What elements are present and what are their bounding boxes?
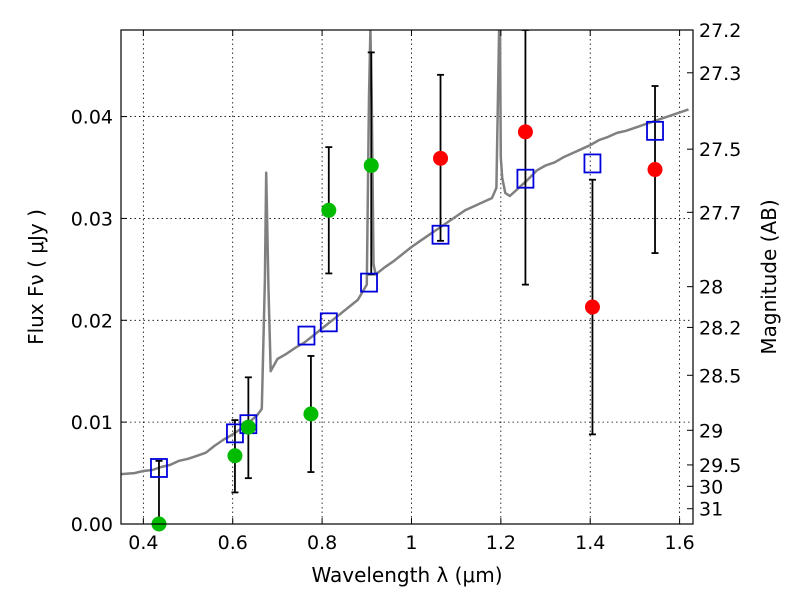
dropout-point bbox=[647, 162, 663, 178]
y-tick-label: 0.03 bbox=[71, 208, 113, 230]
detection-point bbox=[240, 419, 256, 435]
y2-tick-label: 31 bbox=[699, 499, 723, 521]
model-point bbox=[646, 120, 664, 141]
detection-point bbox=[363, 157, 379, 173]
x-tick-label: 1.6 bbox=[664, 532, 694, 554]
spectrum-layer bbox=[121, 30, 689, 476]
dropout-point bbox=[433, 150, 449, 166]
x-tick-label: 0.4 bbox=[128, 532, 158, 554]
dropout-point bbox=[584, 299, 600, 315]
y2-tick-label: 28.2 bbox=[699, 317, 741, 339]
y2-tick-label: 30 bbox=[699, 476, 723, 498]
x-axis-label: Wavelength λ (μm) bbox=[311, 563, 502, 587]
y2-tick-label: 29.5 bbox=[699, 455, 741, 477]
model-point bbox=[516, 168, 535, 189]
y2-tick-label: 27.3 bbox=[699, 63, 741, 85]
model-point bbox=[431, 224, 450, 245]
detection-point bbox=[321, 202, 337, 218]
y-axis-label: Flux Fν ( μJy ) bbox=[24, 209, 48, 345]
model-point bbox=[297, 325, 316, 346]
model-point bbox=[150, 458, 168, 478]
dropout-point bbox=[517, 124, 533, 140]
x-tick-label: 1.4 bbox=[575, 532, 605, 554]
y-tick-label: 0.02 bbox=[71, 310, 113, 332]
x-tick-label: 1 bbox=[405, 532, 417, 554]
tick-layer: 0.4 0.6 0.8 1 1.2 1.4 1.6 0.00 0.01 0.02 0.03 0.04 2… bbox=[71, 20, 742, 554]
y2-tick-label: 27.2 bbox=[699, 20, 741, 42]
model-point bbox=[360, 272, 378, 293]
y2-tick-label: 27.7 bbox=[699, 202, 741, 224]
model-point bbox=[319, 312, 338, 333]
y2-axis-label: Magnitude (AB) bbox=[757, 199, 781, 354]
x-tick-label: 0.6 bbox=[218, 532, 248, 554]
detection-point bbox=[227, 448, 243, 464]
model-point bbox=[583, 153, 602, 174]
plot-frame bbox=[120, 29, 694, 525]
marker-layer bbox=[150, 120, 664, 532]
y2-tick-label: 27.5 bbox=[699, 139, 741, 161]
grid-layer bbox=[121, 30, 693, 525]
y2-tick-label: 29 bbox=[699, 420, 723, 442]
detection-point bbox=[303, 406, 319, 422]
y-tick-label: 0.01 bbox=[71, 412, 113, 434]
y2-tick-label: 28.5 bbox=[699, 365, 741, 387]
spectrum-line bbox=[121, 30, 689, 476]
y2-tick-label: 28 bbox=[699, 277, 723, 299]
y-tick-label: 0.00 bbox=[71, 514, 113, 536]
x-tick-label: 0.8 bbox=[307, 532, 337, 554]
y-tick-label: 0.04 bbox=[71, 107, 113, 129]
x-tick-label: 1.2 bbox=[486, 532, 516, 554]
